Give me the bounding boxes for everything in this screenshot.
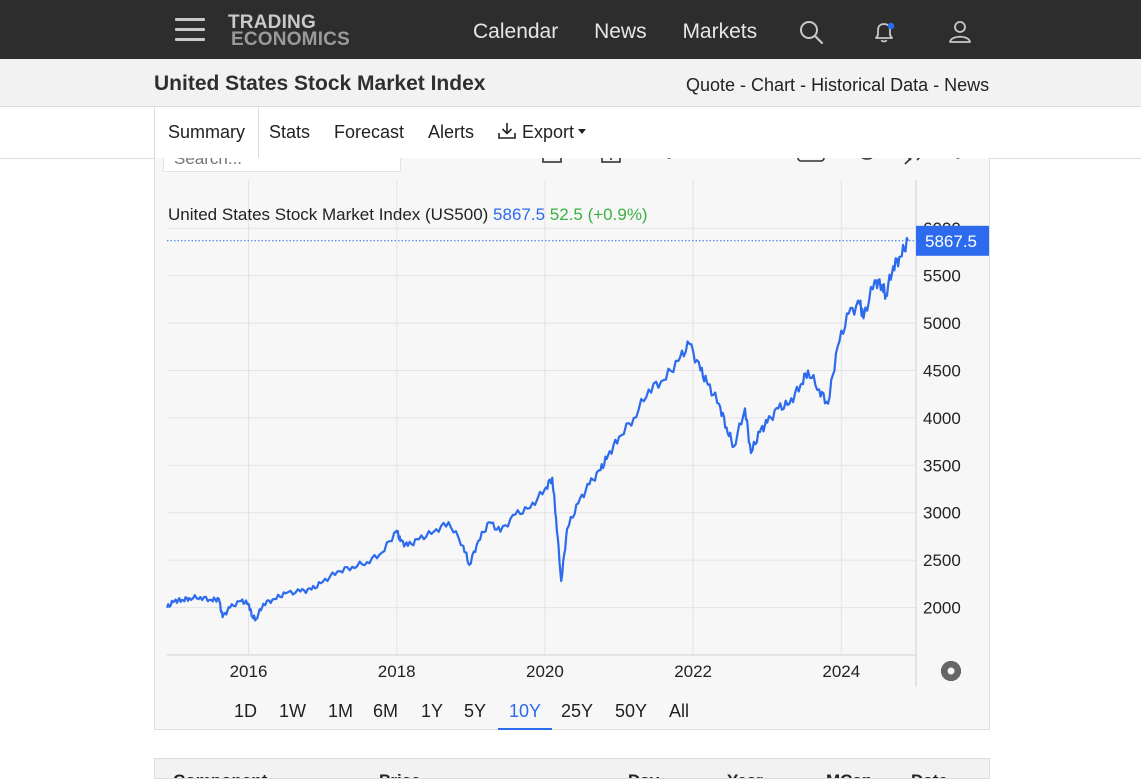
x-tick-label: 2024 xyxy=(822,662,860,681)
nav-calendar[interactable]: Calendar xyxy=(473,20,559,43)
col-component[interactable]: Component xyxy=(173,771,267,778)
crumb-historical-data[interactable]: Historical Data xyxy=(811,75,929,95)
x-tick-label: 2022 xyxy=(674,662,712,681)
y-tick-label: 3500 xyxy=(923,456,961,475)
crumb-quote[interactable]: Quote xyxy=(686,75,736,95)
chart-type-icon[interactable] xyxy=(540,158,564,164)
crumb-separator: - xyxy=(800,75,807,95)
plot-background xyxy=(155,180,989,687)
settings-icon[interactable] xyxy=(940,660,962,682)
range-1w[interactable]: 1W xyxy=(279,701,306,721)
nav-markets[interactable]: Markets xyxy=(682,20,758,43)
price-tag-label: 5867.5 xyxy=(925,232,977,251)
site-logo[interactable]: TRADING ECONOMICS xyxy=(228,12,378,52)
fullscreen-icon[interactable] xyxy=(903,158,925,168)
range-25y[interactable]: 25Y xyxy=(561,701,594,721)
y-tick-label: 3000 xyxy=(923,504,961,523)
crumb-chart[interactable]: Chart xyxy=(751,75,796,95)
y-tick-label: 5000 xyxy=(923,314,961,333)
draw-icon[interactable] xyxy=(659,158,679,166)
y-tick-label: 2500 xyxy=(923,551,961,570)
range-10y[interactable]: 10Y xyxy=(509,701,542,721)
logo-line2: ECONOMICS xyxy=(231,29,350,50)
search-icon[interactable] xyxy=(798,19,824,45)
bell-icon[interactable] xyxy=(871,19,897,45)
x-tick-label: 2020 xyxy=(526,662,564,681)
main-nav: Calendar News Markets xyxy=(473,20,787,44)
col-date[interactable]: Date xyxy=(911,771,948,778)
user-icon[interactable] xyxy=(947,19,973,45)
range-6m[interactable]: 6M xyxy=(373,701,399,721)
export-label: Export xyxy=(522,122,575,142)
breadcrumb: Quote - Chart - Historical Data - News xyxy=(686,75,989,96)
price-series-line[interactable] xyxy=(165,236,910,622)
components-table-header: Component Price Day Year MCap Date xyxy=(154,758,990,779)
tab-forecast[interactable]: Forecast xyxy=(334,122,405,142)
nav-news[interactable]: News xyxy=(594,20,647,43)
crumb-news[interactable]: News xyxy=(944,75,990,95)
y-tick-label: 5500 xyxy=(923,267,961,286)
chart-toolbar xyxy=(155,158,989,180)
range-1d[interactable]: 1D xyxy=(234,701,258,721)
database-icon[interactable] xyxy=(857,158,877,164)
tab-bar: Summary Stats Forecast Alerts Export xyxy=(0,107,1141,159)
range-50y[interactable]: 50Y xyxy=(615,701,648,721)
range-1y[interactable]: 1Y xyxy=(421,701,444,721)
page-title: United States Stock Market Index xyxy=(154,72,486,95)
menu-icon[interactable] xyxy=(175,18,205,42)
x-tick-label: 2016 xyxy=(230,662,268,681)
y-tick-label: 2000 xyxy=(923,599,961,618)
tab-alerts[interactable]: Alerts xyxy=(428,122,475,142)
chart-legend: United States Stock Market Index (US500)… xyxy=(168,205,648,224)
tab-export[interactable]: Export xyxy=(497,107,587,158)
range-selector: 1D 1W 1M 6M 1Y 5Y 10Y 25Y 50Y All xyxy=(155,687,989,730)
range-5y[interactable]: 5Y xyxy=(464,701,487,721)
crumb-separator: - xyxy=(933,75,940,95)
tab-stats[interactable]: Stats xyxy=(269,122,311,142)
price-chart[interactable]: 2000250030003500400045005000550060002016… xyxy=(155,180,989,687)
indicators-icon[interactable] xyxy=(796,158,826,164)
col-year[interactable]: Year xyxy=(727,771,763,778)
compare-icon[interactable] xyxy=(599,158,623,164)
y-tick-label: 4500 xyxy=(923,361,961,380)
range-all[interactable]: All xyxy=(669,701,690,721)
chart-panel: 2000250030003500400045005000550060002016… xyxy=(154,158,990,730)
top-navbar: TRADING ECONOMICS Calendar News Markets xyxy=(0,0,1141,59)
chevron-down-icon xyxy=(578,129,587,135)
col-mcap[interactable]: MCap xyxy=(826,771,872,778)
tab-summary[interactable]: Summary xyxy=(154,107,260,159)
price-tag xyxy=(916,225,989,256)
x-tick-label: 2018 xyxy=(378,662,416,681)
col-price[interactable]: Price xyxy=(379,771,421,778)
crumb-separator: - xyxy=(740,75,747,95)
range-active-underline xyxy=(498,728,552,730)
more-vertical-icon[interactable] xyxy=(953,158,963,168)
range-1m[interactable]: 1M xyxy=(328,701,354,721)
col-day[interactable]: Day xyxy=(628,771,659,778)
logo-line1: TRADING xyxy=(228,12,316,33)
symbol-search-input[interactable] xyxy=(163,158,401,172)
download-icon xyxy=(498,123,516,139)
title-bar: United States Stock Market Index Quote - C… xyxy=(0,59,1141,107)
y-tick-label: 4000 xyxy=(923,409,961,428)
